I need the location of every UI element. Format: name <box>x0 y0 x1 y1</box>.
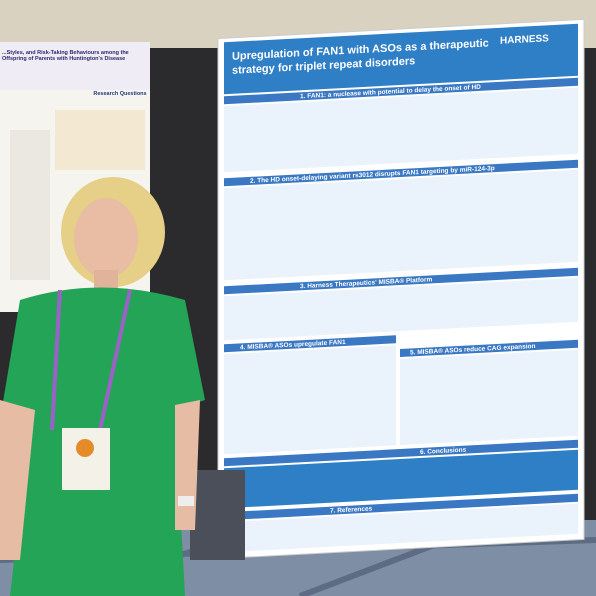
face <box>74 198 138 278</box>
section-bar <box>224 77 578 105</box>
section-bar <box>224 267 578 295</box>
left-poster-title: ...Styles, and Risk-Taking Behaviours am… <box>2 50 129 62</box>
section-body <box>400 349 578 446</box>
lanyard <box>50 289 132 431</box>
section-body <box>224 87 578 173</box>
section-title: 7. References <box>330 505 373 514</box>
section-bar <box>224 493 578 521</box>
section-body <box>224 169 578 281</box>
left-poster-column <box>10 130 50 280</box>
person-legs <box>190 470 245 560</box>
poster: Upregulation of FAN1 with ASOs as a ther… <box>217 18 585 560</box>
left-poster-heading: Research Questions <box>93 91 146 97</box>
left-poster-header <box>0 42 150 90</box>
left-poster-title-box: ...Styles, and Risk-Taking Behaviours am… <box>2 50 129 62</box>
section-body <box>224 345 396 455</box>
watch <box>178 496 194 506</box>
section-body <box>224 277 578 341</box>
left-poster-box <box>55 110 145 170</box>
conclusions-body <box>224 449 578 509</box>
poster-title-band <box>224 23 578 95</box>
logo: HARNESS <box>500 33 549 47</box>
neck <box>94 270 118 292</box>
section-title: 6. Conclusions <box>420 447 467 456</box>
section-bar <box>224 159 578 187</box>
badge <box>62 428 110 490</box>
section-body <box>224 503 578 553</box>
section-bar <box>224 439 578 467</box>
section-bar <box>224 335 396 353</box>
woman <box>0 177 205 596</box>
badge-logo <box>76 439 94 457</box>
section-bar <box>400 339 578 358</box>
arms <box>0 400 200 560</box>
